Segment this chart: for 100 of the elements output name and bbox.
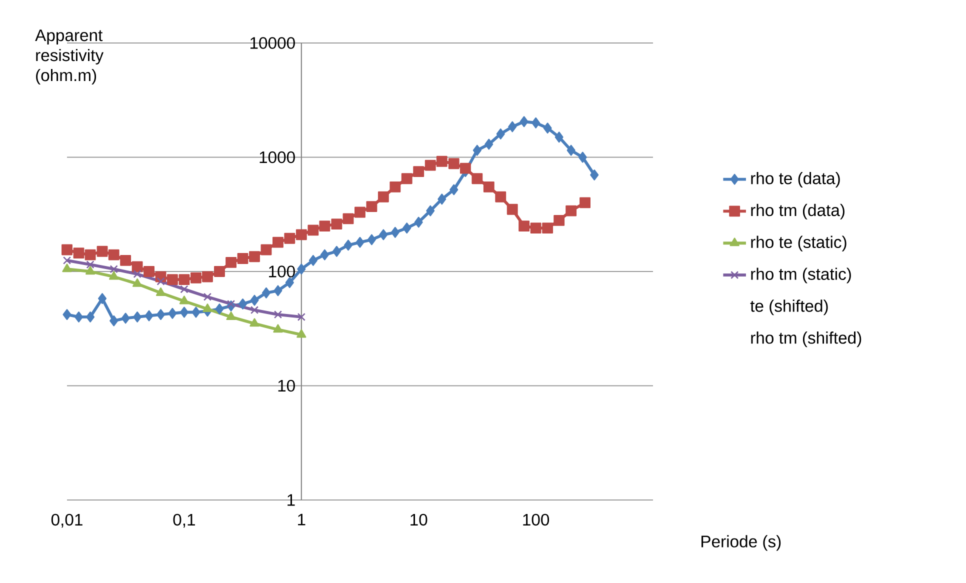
point xyxy=(520,116,528,128)
point xyxy=(424,160,436,171)
legend-label: rho te (static) xyxy=(751,236,846,252)
point xyxy=(554,132,564,143)
point xyxy=(238,298,248,310)
point xyxy=(367,234,376,246)
point xyxy=(354,206,366,218)
point xyxy=(530,222,542,234)
point xyxy=(379,229,388,240)
y-tick-label: 100 xyxy=(269,266,295,278)
legend-label: rho tm (static) xyxy=(751,268,851,284)
point xyxy=(390,226,400,238)
point xyxy=(483,181,494,192)
point xyxy=(108,249,120,260)
point xyxy=(274,285,282,296)
point xyxy=(237,253,248,264)
point xyxy=(332,246,341,257)
point xyxy=(578,152,587,163)
point xyxy=(74,312,84,322)
point xyxy=(320,249,329,260)
point xyxy=(448,158,460,170)
point xyxy=(132,261,143,272)
point xyxy=(506,204,518,215)
point xyxy=(214,266,225,277)
legend-label: rho tm (data) xyxy=(751,204,844,220)
point xyxy=(378,191,389,202)
point xyxy=(402,222,412,234)
point xyxy=(414,216,423,228)
point xyxy=(438,194,446,205)
point xyxy=(390,181,401,192)
point xyxy=(120,254,132,266)
point xyxy=(356,236,364,248)
y-tick-label: 10 xyxy=(278,380,295,392)
x-tick-label: 0,1 xyxy=(173,514,195,528)
point xyxy=(62,264,72,272)
point xyxy=(543,122,552,134)
point xyxy=(250,294,259,306)
x-axis-title: Periode (s) xyxy=(702,535,781,551)
point xyxy=(331,218,342,230)
x-tick-label: 0,01 xyxy=(51,514,82,528)
point xyxy=(484,138,494,150)
x-tick-label: 100 xyxy=(523,514,550,526)
point xyxy=(202,271,213,282)
point xyxy=(508,121,517,132)
point xyxy=(496,128,505,140)
point xyxy=(86,312,95,322)
point xyxy=(166,274,178,286)
point xyxy=(542,222,554,234)
point xyxy=(308,254,318,266)
text: te (shifted) xyxy=(750,300,828,316)
point xyxy=(590,169,599,180)
y-tick-label: 1 xyxy=(288,494,295,506)
point xyxy=(156,309,166,320)
point xyxy=(460,162,471,174)
point xyxy=(215,303,224,314)
point xyxy=(342,213,354,224)
point xyxy=(319,220,330,232)
point xyxy=(518,220,530,232)
point xyxy=(62,309,72,320)
point xyxy=(401,173,412,184)
point xyxy=(178,274,190,286)
point xyxy=(226,256,237,268)
point xyxy=(566,144,576,156)
point xyxy=(168,308,177,319)
point xyxy=(144,266,154,277)
point xyxy=(296,229,307,240)
x-tick-label: 1 xyxy=(298,514,306,526)
point xyxy=(272,236,284,248)
point xyxy=(133,312,142,322)
point xyxy=(73,248,84,259)
point xyxy=(285,277,294,288)
point xyxy=(62,244,72,256)
point xyxy=(144,310,154,322)
point xyxy=(284,232,296,244)
point xyxy=(566,205,577,216)
point xyxy=(450,184,458,196)
text: rho tm (shifted) xyxy=(751,332,862,348)
point xyxy=(344,240,353,251)
point xyxy=(297,264,306,275)
point xyxy=(308,224,319,236)
point xyxy=(472,144,482,156)
point xyxy=(121,312,130,324)
point xyxy=(96,246,108,257)
point xyxy=(110,315,118,326)
legend-label: rho te (data) xyxy=(751,172,840,188)
point xyxy=(84,249,96,260)
point xyxy=(260,244,272,256)
y-axis-title: Apparent resistivity (ohm.m) xyxy=(35,30,104,84)
x-tick-label: 10 xyxy=(410,514,428,526)
point xyxy=(249,251,260,262)
point xyxy=(98,293,107,304)
point xyxy=(192,306,200,318)
point xyxy=(180,306,188,318)
point xyxy=(554,214,565,226)
point xyxy=(262,287,270,298)
point xyxy=(436,156,448,167)
point xyxy=(62,256,72,264)
y-tick-label: 10000 xyxy=(250,37,295,49)
y-tick-label: 1000 xyxy=(260,151,295,164)
point xyxy=(426,205,435,216)
